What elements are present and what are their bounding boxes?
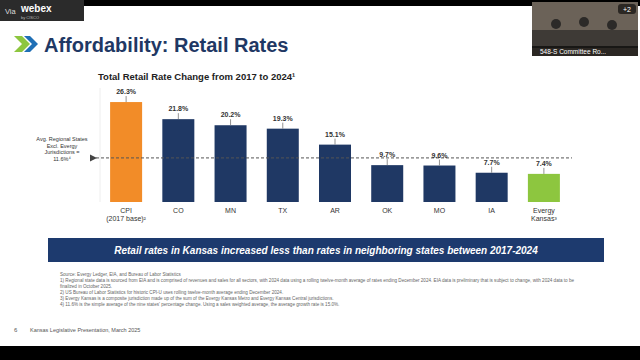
bar [110, 102, 142, 202]
reference-label: Avg. Regional States Excl. Evergy Jurisd… [36, 136, 88, 162]
category-label: MO [434, 207, 446, 214]
category-label-line: Kansas³ [531, 215, 557, 222]
label-leader [335, 139, 336, 145]
data-label: 7.4% [536, 160, 553, 167]
category-label-line: CPI [120, 207, 132, 214]
label-leader [491, 167, 492, 173]
label-leader [126, 96, 127, 102]
y-axis-line [100, 88, 101, 202]
footnote: 1) Regional state data is sourced from E… [60, 278, 580, 290]
webex-brand: webex [20, 3, 52, 14]
webex-badge [0, 0, 84, 21]
webex-by: by CISCO [21, 15, 39, 20]
video-person [579, 17, 589, 27]
video-people [532, 30, 638, 48]
data-label: 15.1% [325, 131, 346, 138]
footer: Kansas Legislative Presentation, March 2… [30, 327, 140, 333]
video-thumb [532, 2, 638, 56]
category-label: TX [278, 207, 287, 214]
bar [476, 173, 508, 202]
category-label-line: OK [382, 207, 392, 214]
footnote: 4) 11.6% is the simple average of the ni… [60, 302, 580, 308]
category-label: CO [173, 207, 184, 214]
data-label: 9.7% [379, 151, 396, 158]
label-leader [439, 160, 440, 166]
category-label: MN [225, 207, 236, 214]
data-label: 9.6% [431, 152, 448, 159]
data-label: 7.7% [484, 159, 501, 166]
chart-title: Total Retail Rate Change from 2017 to 20… [98, 71, 295, 82]
stage: Affordability: Retail Rates Total Retail … [0, 0, 640, 360]
video-caption-bg [532, 46, 638, 56]
category-label-line: MN [225, 207, 236, 214]
bar [423, 166, 455, 202]
footnotes: Source: Evergy Ledger, EIA, and Bureau o… [60, 272, 580, 308]
category-label: OK [382, 207, 392, 214]
bar [267, 129, 299, 202]
footnote: 3) Evergy Kansas is a composite jurisdic… [60, 296, 580, 302]
banner-bg [48, 238, 604, 262]
label-leader [387, 159, 388, 165]
video-person [551, 19, 561, 29]
data-label: 19.3% [273, 115, 294, 122]
data-label: 26.3% [116, 88, 137, 95]
category-label: CPI(2017 base)² [106, 207, 146, 223]
category-label-line: MO [434, 207, 446, 214]
category-label-line: Evergy [533, 207, 555, 215]
slide-title: Affordability: Retail Rates [44, 34, 288, 56]
category-label: IA [488, 207, 495, 214]
footnote: Source: Evergy Ledger, EIA, and Bureau o… [60, 272, 580, 278]
category-label: EvergyKansas³ [531, 207, 557, 222]
webex-via: Via [5, 7, 17, 16]
label-leader [230, 119, 231, 125]
label-leader [543, 168, 544, 174]
data-label: 20.2% [221, 111, 242, 118]
bar [528, 174, 560, 202]
bar [215, 125, 247, 202]
banner-text: Retail rates in Kansas increased less th… [114, 245, 538, 256]
category-label-line: IA [488, 207, 495, 214]
bar [162, 119, 194, 202]
data-label: 21.8% [168, 105, 189, 112]
bars [110, 102, 560, 202]
footnote: 2) US Bureau of Labor Statistics for his… [60, 290, 580, 296]
slide-bg [0, 6, 640, 346]
reference-line [96, 157, 572, 158]
bar [371, 165, 403, 202]
category-label-line: AR [330, 207, 340, 214]
category-label-line: TX [278, 207, 287, 214]
participants-badge [618, 4, 636, 14]
label-leader [282, 123, 283, 129]
category-label-line: (2017 base)² [106, 215, 146, 223]
video-room: 548-S Committee Ro... [540, 48, 606, 55]
bar [319, 145, 351, 202]
page-number: 6 [14, 327, 18, 333]
participants-count: +2 [623, 6, 631, 13]
video-person [607, 20, 617, 30]
category-label: AR [330, 207, 340, 214]
logo [24, 36, 38, 52]
reference-arrow [90, 154, 97, 161]
label-leader [178, 113, 179, 119]
category-label-line: CO [173, 207, 184, 214]
